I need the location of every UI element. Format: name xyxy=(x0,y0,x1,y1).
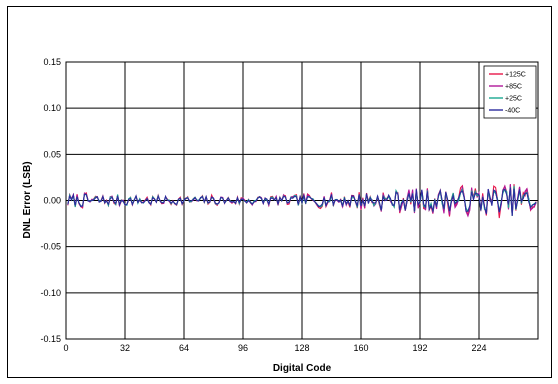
y-tick-label: 0.00 xyxy=(43,196,61,206)
x-tick-label: 96 xyxy=(238,343,248,353)
x-tick-label: 0 xyxy=(63,343,68,353)
x-tick-labels: 0 32 64 96 128 160 192 224 xyxy=(63,343,486,353)
series-line xyxy=(67,187,537,216)
legend-label: -40C xyxy=(505,108,520,115)
y-tick-label: -0.05 xyxy=(40,242,61,252)
y-axis-title: DNL Error (LSB) xyxy=(22,161,33,238)
y-tick-label: -0.10 xyxy=(40,288,61,298)
x-tick-label: 224 xyxy=(471,343,486,353)
legend-label: +125C xyxy=(505,72,526,79)
legend: +125C +85C +25C -40C xyxy=(483,65,537,119)
chart-frame: 0.15 0.10 0.05 0.00 -0.05 -0.10 -0.15 0 32 64 96 1… xyxy=(7,6,552,378)
y-tick-label: 0.10 xyxy=(43,103,61,113)
y-tick-label: -0.15 xyxy=(40,334,61,344)
x-tick-label: 192 xyxy=(412,343,427,353)
y-tick-labels: 0.15 0.10 0.05 0.00 -0.05 -0.10 -0.15 xyxy=(40,57,61,344)
y-tick-label: 0.15 xyxy=(43,57,61,67)
dnl-chart: 0.15 0.10 0.05 0.00 -0.05 -0.10 -0.15 0 32 64 96 1… xyxy=(22,57,539,374)
x-tick-label: 32 xyxy=(120,343,130,353)
legend-label: +85C xyxy=(505,84,522,91)
x-tick-label: 160 xyxy=(353,343,368,353)
x-axis-title: Digital Code xyxy=(273,363,332,374)
x-tick-label: 128 xyxy=(294,343,309,353)
y-tick-label: 0.05 xyxy=(43,149,61,159)
legend-label: +25C xyxy=(505,96,522,103)
x-tick-label: 64 xyxy=(179,343,189,353)
series-lines xyxy=(67,184,537,219)
